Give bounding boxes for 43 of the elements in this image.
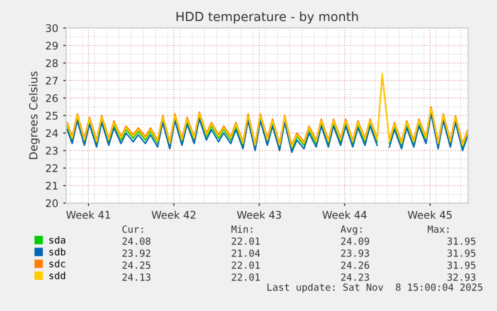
y-tick-label: 28	[46, 59, 58, 68]
text: 22.01	[232, 273, 260, 281]
legend-label: sdb	[49, 248, 66, 256]
text: 22.01	[232, 237, 260, 245]
text: 31.95	[448, 261, 476, 269]
legend-label: sda	[49, 236, 66, 244]
text: Avg:	[340, 226, 362, 235]
y-tick-label: 23	[46, 146, 58, 155]
text: 24.26	[341, 261, 370, 269]
text: 24.25	[122, 261, 150, 269]
x-tick-label: Week 44	[322, 210, 367, 219]
x-tick-label: Week 43	[237, 210, 281, 219]
text: Cur:	[122, 225, 143, 233]
y-tick-label: 30	[46, 24, 58, 32]
y-tick-label: 24	[46, 129, 58, 138]
text: 23.93	[341, 249, 369, 257]
text: Last update: Sat Nov 8 15:00:04 2025	[268, 283, 482, 293]
y-tick-label: 27	[46, 76, 58, 84]
text: Min:	[232, 225, 252, 233]
y-tick-label: 20	[46, 199, 58, 208]
legend-label: sdc	[49, 260, 66, 268]
text: 24.23	[341, 273, 369, 281]
y-tick-label: 21	[46, 182, 58, 190]
y-tick-label: 22	[46, 164, 58, 172]
text: 21.04	[232, 249, 260, 257]
x-tick-label: Week 45	[408, 210, 452, 219]
y-axis-title: Degrees Celsius	[28, 72, 40, 160]
y-tick-label: 29	[46, 42, 58, 50]
y-tick-label: 25	[46, 112, 58, 120]
x-tick-label: Week 41	[66, 210, 110, 219]
x-tick-label: Week 42	[152, 210, 196, 219]
text: 23.92	[122, 249, 150, 257]
text: 32.93	[448, 273, 476, 281]
y-tick-label: 26	[46, 94, 58, 102]
text: 22.01	[232, 261, 260, 269]
legend-label: sdd	[49, 272, 66, 280]
text: 31.95	[448, 249, 476, 257]
text: 24.13	[122, 273, 150, 281]
text: 24.08	[122, 237, 150, 245]
text: 24.09	[341, 237, 370, 245]
text: Max:	[428, 226, 448, 233]
chart-title: HDD temperature - by month	[176, 12, 358, 24]
text: 31.95	[448, 237, 476, 245]
